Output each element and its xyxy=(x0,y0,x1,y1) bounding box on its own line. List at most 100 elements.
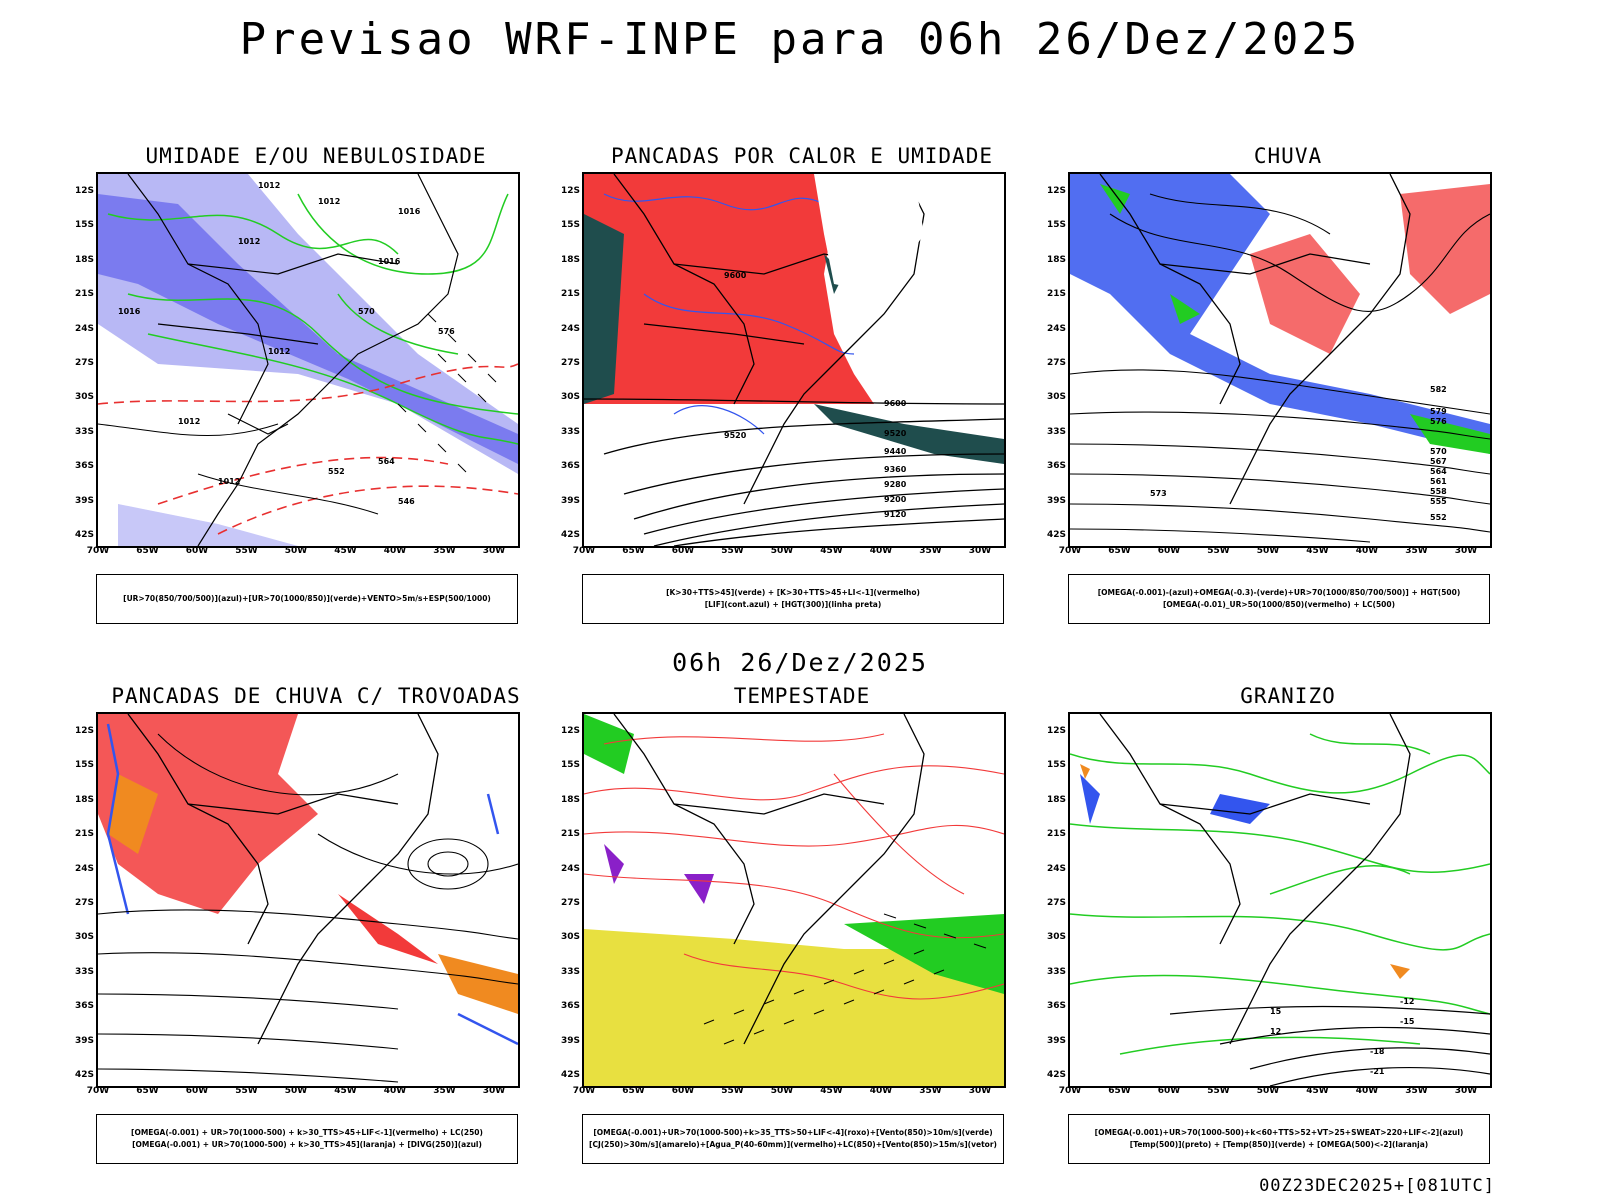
lon-tick-label: 70W xyxy=(1058,1086,1082,1096)
contour-label: 564 xyxy=(378,457,395,466)
storm-purple-area xyxy=(604,844,714,904)
lon-tick-label: 55W xyxy=(235,1086,258,1096)
lat-tick-label: 36S xyxy=(74,461,94,472)
contour-label: -12 xyxy=(1400,997,1414,1006)
contour-label: 1012 xyxy=(178,417,200,426)
contour-label: 1012 xyxy=(238,237,260,246)
lat-tick-label: 21S xyxy=(74,289,94,300)
contour-label: 9200 xyxy=(884,495,907,504)
lon-tick-label: 55W xyxy=(721,1086,744,1096)
lon-tick-label: 40W xyxy=(1355,546,1379,556)
lon-tick-label: 50W xyxy=(770,546,794,556)
lat-tick-label: 42S xyxy=(560,530,580,540)
lon-tick-label: 55W xyxy=(721,546,744,556)
lat-tick-label: 36S xyxy=(1046,1001,1066,1012)
lon-tick-label: 60W xyxy=(1157,546,1181,556)
contour-label: 1016 xyxy=(378,257,401,266)
lat-tick-label: 30S xyxy=(1046,932,1066,943)
lat-tick-label: 15S xyxy=(74,220,94,231)
lon-tick-label: 35W xyxy=(1405,1086,1428,1096)
lon-tick-label: 50W xyxy=(1256,1086,1280,1096)
contour-label: -18 xyxy=(1370,1047,1385,1056)
lat-tick-label: 15S xyxy=(1046,220,1066,231)
lat-tick-label: 18S xyxy=(74,254,94,265)
lat-tick-label: 12S xyxy=(560,726,580,736)
contour-label: 552 xyxy=(328,467,345,476)
contour-label: 564 xyxy=(1430,467,1447,476)
lat-tick-label: 39S xyxy=(1046,495,1066,506)
panel-legend: [UR>70(850/700/500)](azul)+[UR>70(1000/8… xyxy=(96,574,518,624)
lon-tick-label: 50W xyxy=(284,1086,308,1096)
lat-tick-label: 12S xyxy=(74,726,94,736)
contour-label: 576 xyxy=(1430,417,1447,426)
lat-tick-label: 33S xyxy=(560,426,580,437)
lat-tick-label: 27S xyxy=(74,358,94,368)
lat-tick-label: 24S xyxy=(560,863,580,874)
lon-tick-label: 35W xyxy=(433,546,456,556)
wind-green-area xyxy=(844,914,1004,994)
lat-tick-label: 27S xyxy=(560,358,580,368)
lat-tick-label: 24S xyxy=(74,863,94,874)
lat-tick-label: 12S xyxy=(74,186,94,196)
contour-label: 582 xyxy=(1430,385,1447,394)
lon-tick-label: 65W xyxy=(1108,1086,1131,1096)
legend-line: [UR>70(850/700/500)](azul)+[UR>70(1000/8… xyxy=(123,594,491,603)
map-area: 1012 1012 1012 1016 1016 1016 1012 570 576 564 552… xyxy=(96,172,520,548)
contour-label: 1012 xyxy=(258,181,280,190)
lat-tick-label: 42S xyxy=(560,1070,580,1080)
coastline-borders xyxy=(1099,714,1411,1045)
coastline-borders xyxy=(127,174,459,546)
lat-tick-label: 39S xyxy=(74,1035,94,1046)
lat-tick-label: 24S xyxy=(74,323,94,334)
contour-label: 570 xyxy=(358,307,375,316)
contour-label: 9120 xyxy=(884,510,907,519)
lat-tick-label: 21S xyxy=(560,289,580,300)
lat-tick-label: 33S xyxy=(74,966,94,977)
lon-tick-label: 40W xyxy=(869,546,893,556)
south-teal-area xyxy=(814,404,1004,464)
map-area xyxy=(582,712,1006,1088)
panel-trovoadas: PANCADAS DE CHUVA C/ TROVOADAS xyxy=(62,684,542,1194)
contour-label: 15 xyxy=(1270,1007,1282,1016)
omega-blue-area xyxy=(1070,174,1490,454)
lon-tick-label: 30W xyxy=(1454,546,1478,556)
contour-label: 567 xyxy=(1430,457,1447,466)
contour-label: 570 xyxy=(1430,447,1447,456)
lon-tick-label: 55W xyxy=(1207,1086,1230,1096)
contour-label: 9600 xyxy=(724,271,747,280)
lon-tick-label: 50W xyxy=(284,546,308,556)
lat-tick-label: 33S xyxy=(74,426,94,437)
temp500-contours xyxy=(1169,1005,1490,1086)
lon-tick-label: 65W xyxy=(136,1086,159,1096)
hgt500-streamlines xyxy=(1070,193,1490,543)
lat-tick-label: 15S xyxy=(560,760,580,771)
contour-label: 558 xyxy=(1430,487,1447,496)
lon-tick-label: 65W xyxy=(136,546,159,556)
lat-tick-label: 36S xyxy=(1046,461,1066,472)
lon-tick-label: 40W xyxy=(1355,1086,1379,1096)
panel-umidade: UMIDADE E/OU NEBULOSIDADE xyxy=(62,144,542,654)
unstable-red-area xyxy=(584,174,874,404)
lat-tick-label: 42S xyxy=(74,530,94,540)
lat-tick-label: 33S xyxy=(1046,966,1066,977)
jet-yellow-south xyxy=(584,954,864,1064)
lat-tick-label: 27S xyxy=(1046,898,1066,908)
panel-title: GRANIZO xyxy=(1240,684,1336,708)
lat-tick-label: 18S xyxy=(560,254,580,265)
lat-tick-label: 12S xyxy=(1046,186,1066,196)
coastline-borders xyxy=(127,714,439,1045)
map-svg: -12 -15 -18 -21 15 12 xyxy=(1070,714,1490,1086)
coastline-borders xyxy=(1099,174,1411,505)
panel-legend: [K>30+TTS>45](verde) + [K>30+TTS>45+LI<-… xyxy=(582,574,1004,624)
lon-tick-label: 30W xyxy=(482,546,506,556)
lif-blue-contours xyxy=(603,193,855,435)
contour-label: 9360 xyxy=(884,465,907,474)
lat-tick-label: 18S xyxy=(1046,254,1066,265)
lon-tick-label: 30W xyxy=(968,1086,992,1096)
lat-tick-label: 30S xyxy=(74,932,94,943)
lat-tick-label: 42S xyxy=(1046,530,1066,540)
run-info: 00Z23DEC2025+[081UTC] xyxy=(1259,1176,1495,1196)
lat-tick-label: 24S xyxy=(1046,863,1066,874)
coastline-borders xyxy=(613,714,925,1045)
